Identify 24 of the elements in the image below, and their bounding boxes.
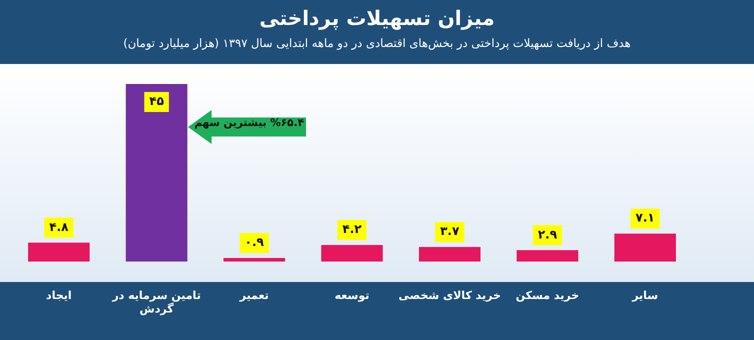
bar <box>224 258 286 262</box>
data-label: ۲.۹ <box>538 227 558 242</box>
x-tick-label: توسعه <box>334 289 370 302</box>
bar <box>126 84 188 262</box>
x-tick-label: تامین سرمایه در گردش <box>111 289 201 316</box>
bar <box>418 247 480 262</box>
data-label: ۷.۱ <box>636 210 655 225</box>
chart-subtitle: هدف از دریافت تسهیلات پرداختی در بخش‌های اقتصادی در دو ماهه ابتدایی سال ۱۳۹۷ (هزار میلیارد تومان) <box>122 36 632 50</box>
bar <box>321 245 383 262</box>
x-tick-label: تعمیر <box>238 289 269 302</box>
bar <box>614 234 676 262</box>
bar <box>516 250 578 262</box>
x-tick-label: سایر <box>631 289 658 302</box>
bar <box>28 242 90 262</box>
annotation: %۶۵.۴ بیشترین سهم <box>194 117 304 129</box>
x-tick-label: خرید کالای شخصی <box>398 289 501 302</box>
chart-title: میزان تسهیلات پرداختی <box>258 5 496 30</box>
x-tick-label: خرید مسکن <box>516 289 580 302</box>
data-label: ۴۵ <box>149 94 164 108</box>
data-label: ۴.۸ <box>49 220 70 234</box>
data-label: ۴.۲ <box>342 222 362 236</box>
data-label: ۳.۷ <box>440 224 460 238</box>
data-label: ۰.۹ <box>244 235 265 250</box>
x-tick-label: ایجاد <box>46 289 72 302</box>
